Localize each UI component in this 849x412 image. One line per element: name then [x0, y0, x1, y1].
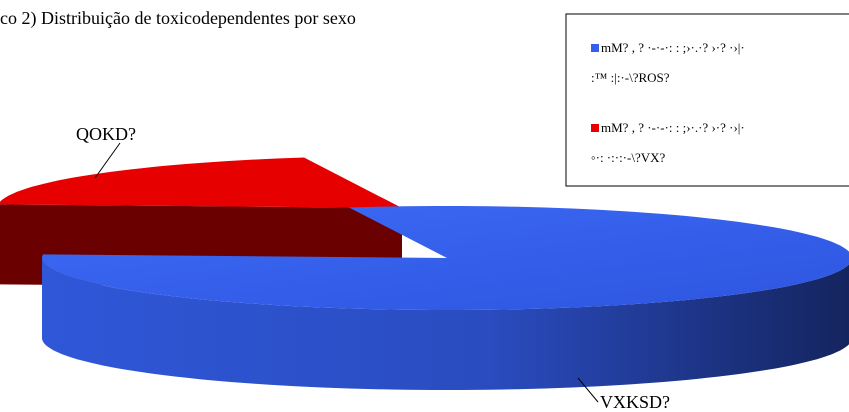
leader-line — [577, 377, 599, 403]
slice-side — [42, 258, 849, 390]
legend-box — [565, 13, 849, 187]
pie-slice — [42, 206, 849, 310]
legend-label: ◦·: ·:·:·-\?VX? — [591, 150, 665, 165]
slice-label: VXKSD? — [600, 392, 670, 412]
pie-slice — [0, 157, 402, 208]
legend-swatch — [591, 124, 599, 132]
legend-label: :™ :|:·-\?ROS? — [591, 70, 670, 85]
legend-label: mM? , ? ·-·-·: : ;›·.·? ›·? ·›|· — [601, 120, 745, 135]
chart-title: co 2) Distribuição de toxicodependentes … — [0, 8, 356, 29]
legend-label: mM? , ? ·-·-·: : ;›·.·? ›·? ·›|· — [601, 40, 745, 55]
leader-line — [94, 142, 121, 179]
slice-label: QOKD? — [76, 124, 136, 144]
legend-swatch — [591, 44, 599, 52]
